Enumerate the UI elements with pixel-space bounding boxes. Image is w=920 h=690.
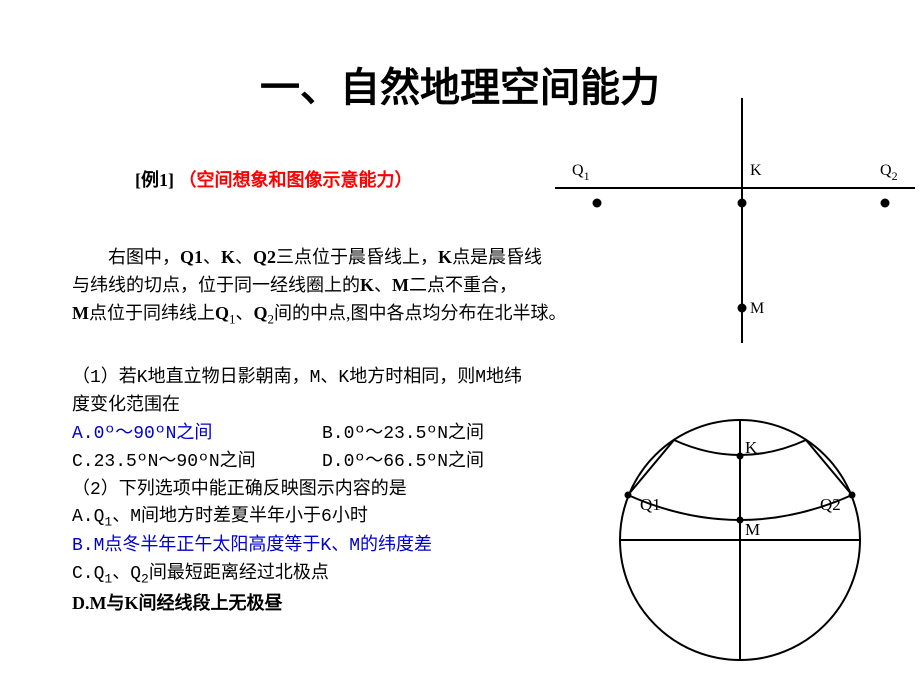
d2-q1: Q1: [640, 495, 661, 514]
example-heading: [例1] （空间想象和图像示意能力）: [135, 166, 413, 192]
q2-optD: D.M与K间经线段上无极昼: [72, 590, 632, 618]
diagram-bottom: K Q1 Q2 M: [595, 410, 885, 670]
d2-m: M: [745, 520, 760, 539]
q1-optD: D.0º～66.5ºN之间: [322, 449, 484, 477]
svg-text:Q1: Q1: [572, 162, 590, 183]
d2-k: K: [745, 438, 758, 457]
q1-optB: B.0º～23.5ºN之间: [322, 421, 484, 449]
q2-optC: C.Q1、Q2间最短距离经过北极点: [72, 561, 632, 590]
d1-q1: Q: [572, 162, 584, 179]
paragraph-1: 右图中，Q1、K、Q2三点位于晨昏线上，K点是晨昏线 与纬线的切点，位于同一经线…: [72, 244, 672, 330]
q1-optA: A.0º～90ºN之间: [72, 421, 322, 449]
q2-optB: B.M点冬半年正午太阳高度等于K、M的纬度差: [72, 533, 632, 561]
example-label: [例1]: [135, 170, 174, 190]
d1-q1-sub: 1: [584, 169, 590, 183]
q2-stem: （2）下列选项中能正确反映图示内容的是: [72, 477, 632, 505]
q2-optA: A.Q1、M间地方时差夏半年小于6小时: [72, 504, 632, 533]
d1-k: K: [750, 162, 762, 179]
questions-block: （1）若K地直立物日影朝南，M、K地方时相同，则M地纬 度变化范围在 A.0º～…: [72, 365, 632, 618]
q1-stem2: 度变化范围在: [72, 393, 632, 421]
d1-q2: Q: [880, 162, 892, 179]
d2-q2: Q2: [820, 495, 841, 514]
q1-stem1: （1）若K地直立物日影朝南，M、K地方时相同，则M地纬: [72, 365, 632, 393]
d1-m: M: [750, 300, 764, 317]
d1-q2-sub: 2: [892, 169, 898, 183]
q1-optC: C.23.5ºN～90ºN之间: [72, 449, 322, 477]
example-desc: （空间想象和图像示意能力）: [179, 170, 413, 190]
svg-text:Q2: Q2: [880, 162, 898, 183]
